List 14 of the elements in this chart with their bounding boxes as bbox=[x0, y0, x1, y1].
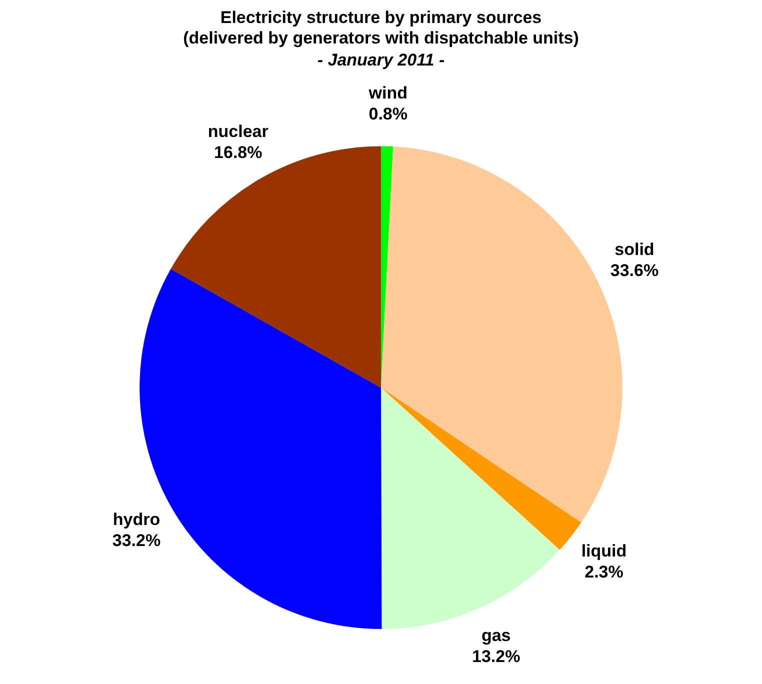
slice-label: liquid bbox=[581, 542, 627, 561]
data-label: 0.8% bbox=[368, 104, 408, 124]
slice-label: wind bbox=[368, 83, 408, 102]
slice-label: nuclear bbox=[208, 122, 269, 142]
slice-label: solid bbox=[614, 240, 654, 259]
data-label: 33.2% bbox=[112, 531, 161, 550]
data-label: 13.2% bbox=[472, 646, 520, 666]
data-label: 16.8% bbox=[214, 143, 262, 162]
data-label: 33.6% bbox=[610, 260, 659, 280]
slice-label: gas bbox=[481, 626, 511, 645]
data-label: 2.3% bbox=[584, 562, 624, 582]
chart-subtitle: - January 2011 - bbox=[317, 50, 445, 70]
slice-label: hydro bbox=[112, 510, 160, 530]
chart-title: Electricity structure by primary sources (delivered by generators with dispatchable units) bbox=[183, 8, 579, 48]
